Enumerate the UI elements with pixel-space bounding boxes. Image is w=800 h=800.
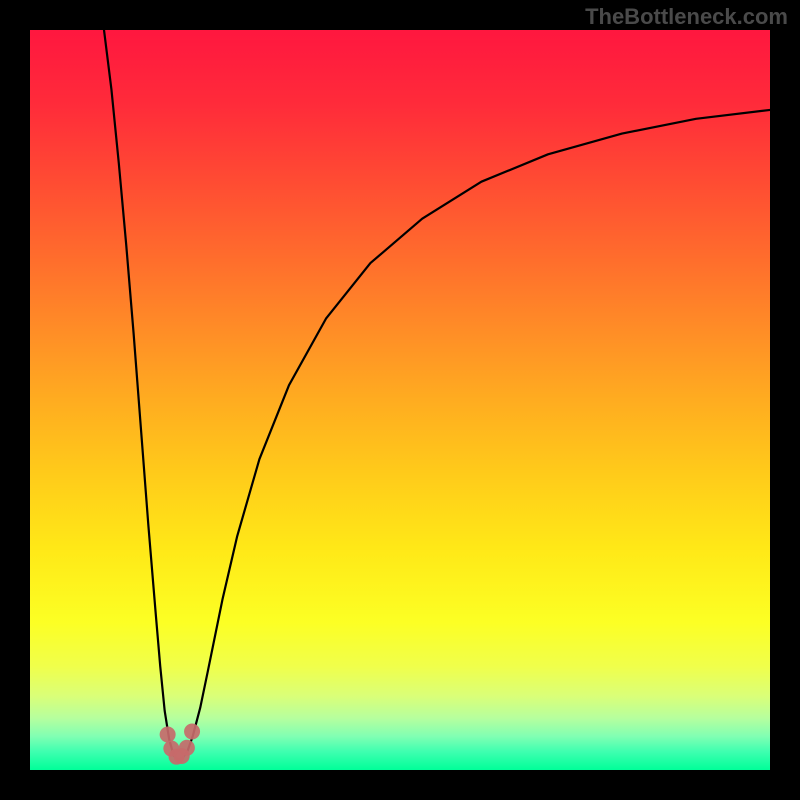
chart-svg — [0, 0, 800, 800]
plot-background-gradient — [30, 30, 770, 770]
bottleneck-chart: TheBottleneck.com — [0, 0, 800, 800]
watermark-text: TheBottleneck.com — [585, 4, 788, 30]
